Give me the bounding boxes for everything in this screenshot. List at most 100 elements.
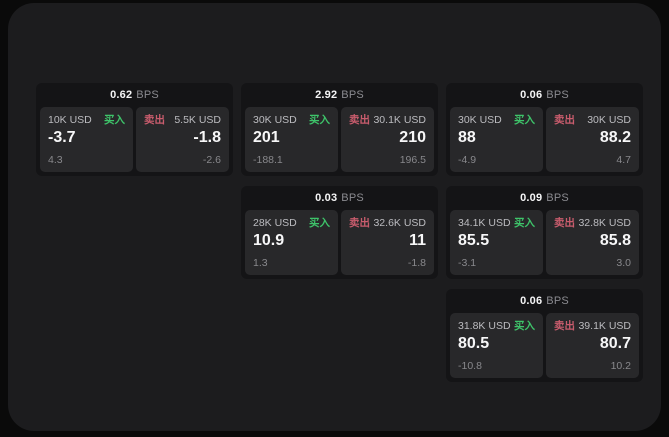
bps-unit-label: BPS bbox=[546, 89, 569, 101]
buy-tile[interactable]: 10K USD 买入 -3.7 4.3 bbox=[40, 107, 133, 172]
sell-tile[interactable]: 卖出 5.5K USD -1.8 -2.6 bbox=[136, 107, 229, 172]
buy-tile[interactable]: 31.8K USD 买入 80.5 -10.8 bbox=[450, 313, 543, 378]
price-tiles: 10K USD 买入 -3.7 4.3 卖出 5.5K USD -1.8 -2.… bbox=[40, 107, 229, 172]
sell-tile[interactable]: 卖出 32.8K USD 85.8 3.0 bbox=[546, 210, 639, 275]
price-tiles: 30K USD 买入 88 -4.9 卖出 30K USD 88.2 4.7 bbox=[450, 107, 639, 172]
bps-unit-label: BPS bbox=[136, 89, 159, 101]
sell-price: 210 bbox=[399, 129, 426, 146]
buy-price: 80.5 bbox=[458, 335, 490, 352]
sell-price: 85.8 bbox=[599, 232, 631, 249]
buy-tile-header: 34.1K USD 买入 bbox=[458, 217, 535, 229]
price-tiles: 28K USD 买入 10.9 1.3 卖出 32.6K USD 11 -1.8 bbox=[245, 210, 434, 275]
card-header: 2.92 BPS bbox=[245, 83, 434, 107]
price-card: 0.06 BPS 30K USD 买入 88 -4.9 卖出 30K USD 8… bbox=[446, 83, 643, 176]
buy-tile-header: 30K USD 买入 bbox=[458, 114, 535, 126]
buy-amount: 31.8K USD bbox=[458, 320, 511, 332]
sell-tile-header: 卖出 32.6K USD bbox=[349, 217, 426, 229]
sell-tile[interactable]: 卖出 39.1K USD 80.7 10.2 bbox=[546, 313, 639, 378]
price-card: 0.62 BPS 10K USD 买入 -3.7 4.3 卖出 5.5K USD… bbox=[36, 83, 233, 176]
sell-label: 卖出 bbox=[554, 114, 575, 126]
sell-amount: 32.8K USD bbox=[578, 217, 631, 229]
buy-label: 买入 bbox=[104, 114, 125, 126]
card-header: 0.06 BPS bbox=[450, 83, 639, 107]
bps-value: 0.09 bbox=[520, 192, 543, 204]
price-tiles: 34.1K USD 买入 85.5 -3.1 卖出 32.8K USD 85.8… bbox=[450, 210, 639, 275]
bps-value: 0.62 bbox=[110, 89, 133, 101]
bps-value: 0.03 bbox=[315, 192, 338, 204]
buy-label: 买入 bbox=[309, 114, 330, 126]
buy-price: 88 bbox=[458, 129, 476, 146]
buy-change: -4.9 bbox=[458, 154, 477, 166]
price-card: 0.03 BPS 28K USD 买入 10.9 1.3 卖出 32.6K US… bbox=[241, 186, 438, 279]
sell-amount: 30K USD bbox=[587, 114, 631, 126]
buy-amount: 30K USD bbox=[458, 114, 502, 126]
sell-change: -1.8 bbox=[407, 257, 426, 269]
sell-tile[interactable]: 卖出 32.6K USD 11 -1.8 bbox=[341, 210, 434, 275]
sell-tile-header: 卖出 32.8K USD bbox=[554, 217, 631, 229]
card-header: 0.03 BPS bbox=[245, 186, 434, 210]
sell-change: -2.6 bbox=[202, 154, 221, 166]
sell-amount: 5.5K USD bbox=[174, 114, 221, 126]
price-tiles: 30K USD 买入 201 -188.1 卖出 30.1K USD 210 1… bbox=[245, 107, 434, 172]
buy-amount: 28K USD bbox=[253, 217, 297, 229]
buy-change: -3.1 bbox=[458, 257, 477, 269]
sell-tile[interactable]: 卖出 30.1K USD 210 196.5 bbox=[341, 107, 434, 172]
sell-amount: 39.1K USD bbox=[578, 320, 631, 332]
sell-tile-header: 卖出 30.1K USD bbox=[349, 114, 426, 126]
sell-tile-header: 卖出 5.5K USD bbox=[144, 114, 221, 126]
bps-value: 2.92 bbox=[315, 89, 338, 101]
buy-tile-header: 28K USD 买入 bbox=[253, 217, 330, 229]
buy-tile-header: 10K USD 买入 bbox=[48, 114, 125, 126]
sell-change: 3.0 bbox=[616, 257, 631, 269]
buy-tile-header: 31.8K USD 买入 bbox=[458, 320, 535, 332]
card-header: 0.62 BPS bbox=[40, 83, 229, 107]
buy-tile[interactable]: 30K USD 买入 201 -188.1 bbox=[245, 107, 338, 172]
buy-price: 85.5 bbox=[458, 232, 490, 249]
bps-unit-label: BPS bbox=[546, 295, 569, 307]
buy-price: 10.9 bbox=[253, 232, 285, 249]
bps-value: 0.06 bbox=[520, 89, 543, 101]
buy-tile[interactable]: 34.1K USD 买入 85.5 -3.1 bbox=[450, 210, 543, 275]
buy-amount: 30K USD bbox=[253, 114, 297, 126]
buy-change: -188.1 bbox=[253, 154, 283, 166]
sell-tile[interactable]: 卖出 30K USD 88.2 4.7 bbox=[546, 107, 639, 172]
sell-amount: 30.1K USD bbox=[373, 114, 426, 126]
sell-price: 80.7 bbox=[599, 335, 631, 352]
sell-price: 88.2 bbox=[599, 129, 631, 146]
bps-unit-label: BPS bbox=[341, 89, 364, 101]
sell-label: 卖出 bbox=[144, 114, 165, 126]
buy-price: 201 bbox=[253, 129, 280, 146]
price-card: 0.09 BPS 34.1K USD 买入 85.5 -3.1 卖出 32.8K… bbox=[446, 186, 643, 279]
price-tiles: 31.8K USD 买入 80.5 -10.8 卖出 39.1K USD 80.… bbox=[450, 313, 639, 378]
card-header: 0.09 BPS bbox=[450, 186, 639, 210]
buy-label: 买入 bbox=[514, 217, 535, 229]
buy-label: 买入 bbox=[514, 320, 535, 332]
buy-change: -10.8 bbox=[458, 360, 482, 372]
buy-tile[interactable]: 28K USD 买入 10.9 1.3 bbox=[245, 210, 338, 275]
sell-tile-header: 卖出 30K USD bbox=[554, 114, 631, 126]
sell-label: 卖出 bbox=[349, 217, 370, 229]
sell-change: 4.7 bbox=[616, 154, 631, 166]
bps-value: 0.06 bbox=[520, 295, 543, 307]
buy-amount: 10K USD bbox=[48, 114, 92, 126]
sell-tile-header: 卖出 39.1K USD bbox=[554, 320, 631, 332]
price-card: 2.92 BPS 30K USD 买入 201 -188.1 卖出 30.1K … bbox=[241, 83, 438, 176]
sell-price: 11 bbox=[409, 232, 426, 249]
sell-label: 卖出 bbox=[554, 217, 575, 229]
card-header: 0.06 BPS bbox=[450, 289, 639, 313]
sell-price: -1.8 bbox=[193, 129, 221, 146]
buy-label: 买入 bbox=[514, 114, 535, 126]
buy-change: 4.3 bbox=[48, 154, 63, 166]
buy-tile[interactable]: 30K USD 买入 88 -4.9 bbox=[450, 107, 543, 172]
sell-label: 卖出 bbox=[349, 114, 370, 126]
bps-unit-label: BPS bbox=[341, 192, 364, 204]
buy-change: 1.3 bbox=[253, 257, 268, 269]
sell-change: 10.2 bbox=[610, 360, 631, 372]
buy-amount: 34.1K USD bbox=[458, 217, 511, 229]
buy-label: 买入 bbox=[309, 217, 330, 229]
bps-unit-label: BPS bbox=[546, 192, 569, 204]
buy-tile-header: 30K USD 买入 bbox=[253, 114, 330, 126]
price-card: 0.06 BPS 31.8K USD 买入 80.5 -10.8 卖出 39.1… bbox=[446, 289, 643, 382]
sell-amount: 32.6K USD bbox=[373, 217, 426, 229]
